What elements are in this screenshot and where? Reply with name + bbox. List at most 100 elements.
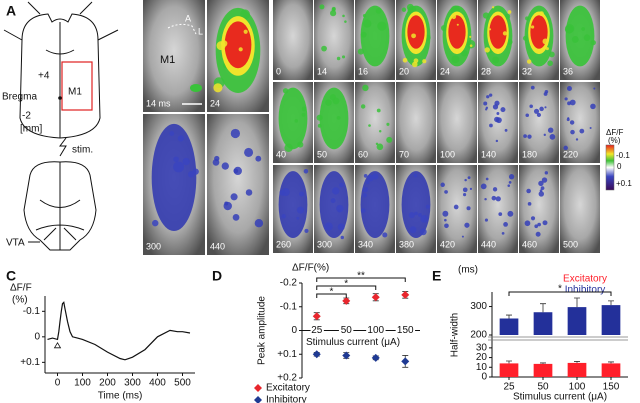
activity-blob — [365, 180, 370, 185]
activity-blob — [583, 34, 591, 41]
error-bar — [574, 361, 580, 363]
significance-label: * — [330, 287, 334, 298]
activity-blob — [376, 108, 381, 113]
activity-blob — [418, 213, 422, 217]
colorbar-tick: +0.1 — [616, 179, 632, 188]
activity-blob — [340, 235, 344, 240]
activity-blob — [232, 213, 240, 221]
y-tick-label: 20 — [476, 352, 488, 363]
activity-blob — [230, 193, 238, 201]
activity-blob — [254, 218, 264, 228]
activity-blob — [502, 31, 508, 36]
panel-label: A — [6, 3, 16, 19]
image-tile — [519, 82, 559, 163]
activity-blob — [244, 147, 254, 157]
activity-blob — [567, 101, 571, 106]
activity-blob — [386, 122, 390, 126]
frame-time: 40 — [276, 149, 286, 159]
activity-blob — [565, 24, 575, 34]
frame-time: 340 — [358, 239, 373, 249]
activity-blob — [420, 215, 429, 223]
significance-bracket — [316, 277, 406, 282]
frame-time: 70 — [399, 149, 409, 159]
image-tile — [519, 165, 559, 253]
activity-blob — [489, 93, 493, 97]
activity-blob — [542, 38, 549, 45]
x-tick-label: 50 — [341, 325, 353, 336]
y-axis-unit: (%) — [12, 295, 28, 306]
activity-blob — [220, 40, 228, 47]
activity-blob — [284, 143, 293, 153]
panel-b: B 24300440014162024283236405060701001401… — [143, 0, 600, 255]
activity-blob — [294, 119, 299, 123]
y-axis-title: ΔF/F(%) — [292, 263, 329, 274]
significance-label: * — [344, 279, 348, 290]
activity-blob — [408, 212, 415, 219]
activity-blob — [537, 222, 541, 227]
activity-blob — [382, 232, 388, 238]
activity-blob — [412, 61, 418, 68]
activity-blob — [361, 208, 366, 213]
activity-blob — [484, 197, 487, 201]
bar — [567, 362, 587, 377]
activity-blob — [337, 209, 341, 213]
frame-time: 460 — [522, 239, 537, 249]
error-bar — [574, 297, 580, 308]
activity-blob — [453, 204, 459, 210]
activity-blob — [492, 187, 498, 192]
colorbar-tick: -0.1 — [616, 151, 630, 160]
activity-blob — [375, 142, 379, 146]
activity-blob — [464, 178, 467, 182]
y-tick-label: 30 — [476, 342, 488, 353]
x-tick-label: 200 — [99, 378, 116, 389]
frame-time: 140 — [481, 149, 496, 159]
data-point — [371, 353, 380, 362]
activity-blob — [508, 181, 512, 184]
activity-blob — [151, 123, 197, 232]
activity-blob — [496, 112, 500, 115]
activity-blob — [526, 188, 531, 194]
frame-time: 300 — [146, 241, 161, 251]
activity-blob — [278, 87, 308, 150]
data-point — [371, 293, 380, 302]
image-tile — [560, 165, 600, 253]
activity-blob — [377, 21, 387, 31]
activity-blob — [539, 106, 544, 112]
data-point — [312, 350, 321, 359]
activity-blob — [362, 193, 367, 198]
activity-blob — [494, 100, 500, 106]
activity-blob — [440, 24, 448, 32]
activity-blob — [221, 162, 229, 170]
data-point — [342, 351, 351, 360]
activity-blob — [319, 4, 325, 10]
frame-time: 28 — [481, 66, 491, 76]
bar — [601, 305, 621, 335]
activity-blob — [336, 116, 341, 120]
activity-blob — [363, 19, 372, 28]
y-tick-label: 300 — [470, 301, 487, 312]
activity-blob — [303, 168, 309, 174]
significance-bracket — [508, 291, 612, 296]
activity-blob — [367, 174, 374, 182]
activity-blob — [462, 187, 468, 193]
y-tick-label: -0.1 — [280, 301, 298, 312]
activity-blob — [549, 133, 556, 140]
frame-time: 100 — [440, 149, 455, 159]
activity-blob — [548, 51, 555, 58]
activity-blob — [489, 123, 493, 128]
activity-blob — [451, 55, 460, 64]
activity-blob — [498, 212, 503, 216]
activity-blob — [444, 190, 448, 194]
activity-blob — [501, 231, 505, 235]
activity-blob — [342, 14, 345, 18]
y-axis-title: ΔF/F — [10, 283, 32, 294]
coronal-section — [23, 161, 97, 251]
legend-label: Excitatory — [563, 274, 607, 285]
activity-blob — [567, 117, 570, 120]
activity-blob — [402, 57, 408, 63]
x-tick-label: 0 — [55, 378, 61, 389]
activity-blob — [566, 85, 572, 91]
activity-blob — [299, 191, 305, 197]
activity-blob — [504, 128, 508, 132]
